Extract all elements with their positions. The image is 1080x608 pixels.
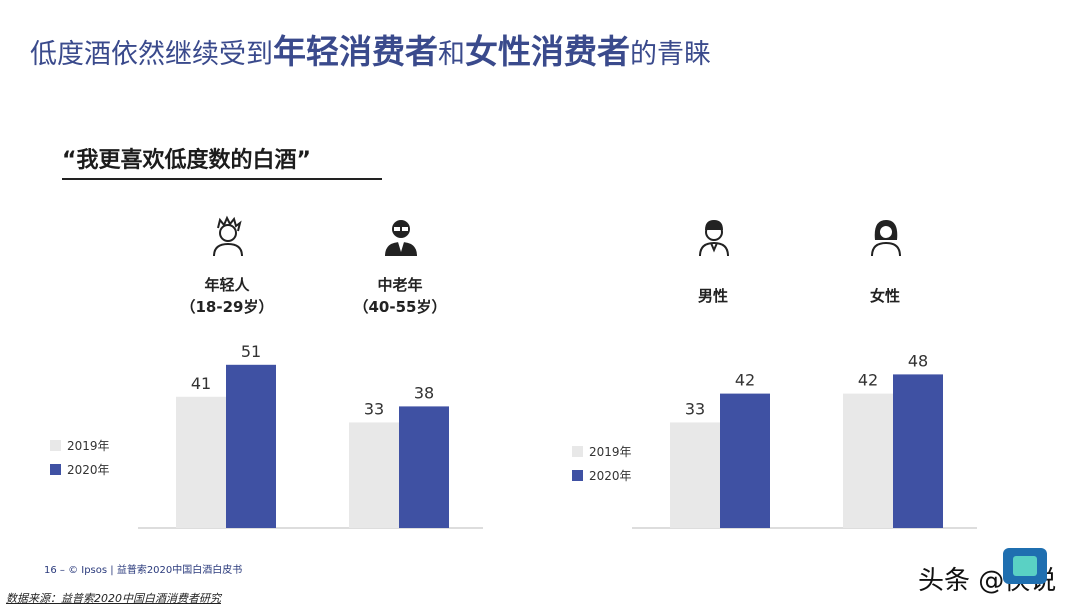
group-label-old-line2: （40-55岁）: [353, 298, 447, 316]
group-label-old: 中老年 （40-55岁）: [330, 274, 470, 318]
young-person-icon: [213, 215, 243, 257]
title-highlight-female: 女性消费者: [465, 32, 630, 71]
legend-label-2019: 2019年: [67, 438, 110, 453]
bar-2020-0: [226, 364, 276, 528]
data-label: 48: [908, 351, 928, 370]
bar-2020-1: [399, 406, 449, 528]
legend-swatch-2020: [572, 469, 583, 481]
legend-gender: 2019年 2020年: [572, 439, 632, 487]
legend-age: 2019年 2020年: [50, 433, 110, 481]
group-label-female-text: 女性: [869, 287, 900, 305]
footer-copyright: 16 – © Ipsos | 益普索2020中国白酒白皮书: [44, 565, 243, 576]
group-label-old-line1: 中老年: [377, 276, 423, 294]
group-label-young-line1: 年轻人: [204, 276, 250, 294]
female-icon: [871, 220, 901, 257]
brand-logo: [1003, 548, 1047, 584]
data-label: 33: [685, 399, 705, 418]
legend-swatch-2020: [50, 463, 61, 475]
data-source: 数据来源：益普索2020中国白酒消费者研究: [6, 592, 221, 605]
group-label-male-text: 男性: [697, 287, 728, 305]
bar-2019-1: [843, 393, 893, 528]
data-label: 42: [735, 371, 755, 390]
middle-aged-person-icon: [385, 220, 417, 256]
legend-label-2020: 2020年: [589, 468, 632, 483]
group-label-young: 年轻人 （18-29岁）: [157, 274, 297, 318]
title-text-1: 低度酒依然继续受到: [30, 39, 273, 70]
legend-item-2019: 2019年: [572, 439, 632, 463]
bar-2019-1: [349, 422, 399, 528]
legend-swatch-2019: [572, 445, 583, 457]
legend-item-2020: 2020年: [50, 457, 110, 481]
bar-chart-gender: 33 42 42 48: [632, 351, 977, 529]
bar-2020-0: [720, 393, 770, 528]
legend-item-2020: 2020年: [572, 463, 632, 487]
title-highlight-young: 年轻消费者: [273, 32, 438, 71]
group-label-female: 女性: [815, 285, 955, 307]
data-label: 41: [191, 374, 211, 393]
bar-chart-age: 41 51 33 38: [138, 342, 483, 529]
data-label: 33: [364, 399, 384, 418]
legend-swatch-2019: [50, 439, 61, 451]
title-text-2: 和: [438, 39, 465, 70]
legend-label-2020: 2020年: [67, 462, 110, 477]
male-icon: [699, 220, 729, 257]
group-label-male: 男性: [643, 285, 783, 307]
legend-label-2019: 2019年: [589, 444, 632, 459]
data-label: 38: [414, 383, 434, 402]
title-text-3: 的青睐: [630, 39, 711, 70]
survey-quote: “我更喜欢低度数的白酒”: [62, 142, 382, 180]
bar-2020-1: [893, 374, 943, 528]
group-label-young-line2: （18-29岁）: [180, 298, 274, 316]
legend-item-2019: 2019年: [50, 433, 110, 457]
bar-2019-0: [176, 396, 226, 528]
bar-2019-0: [670, 422, 720, 528]
page-title: 低度酒依然继续受到年轻消费者和女性消费者的青睐: [30, 28, 711, 76]
data-label: 42: [858, 371, 878, 390]
data-label: 51: [241, 342, 261, 361]
